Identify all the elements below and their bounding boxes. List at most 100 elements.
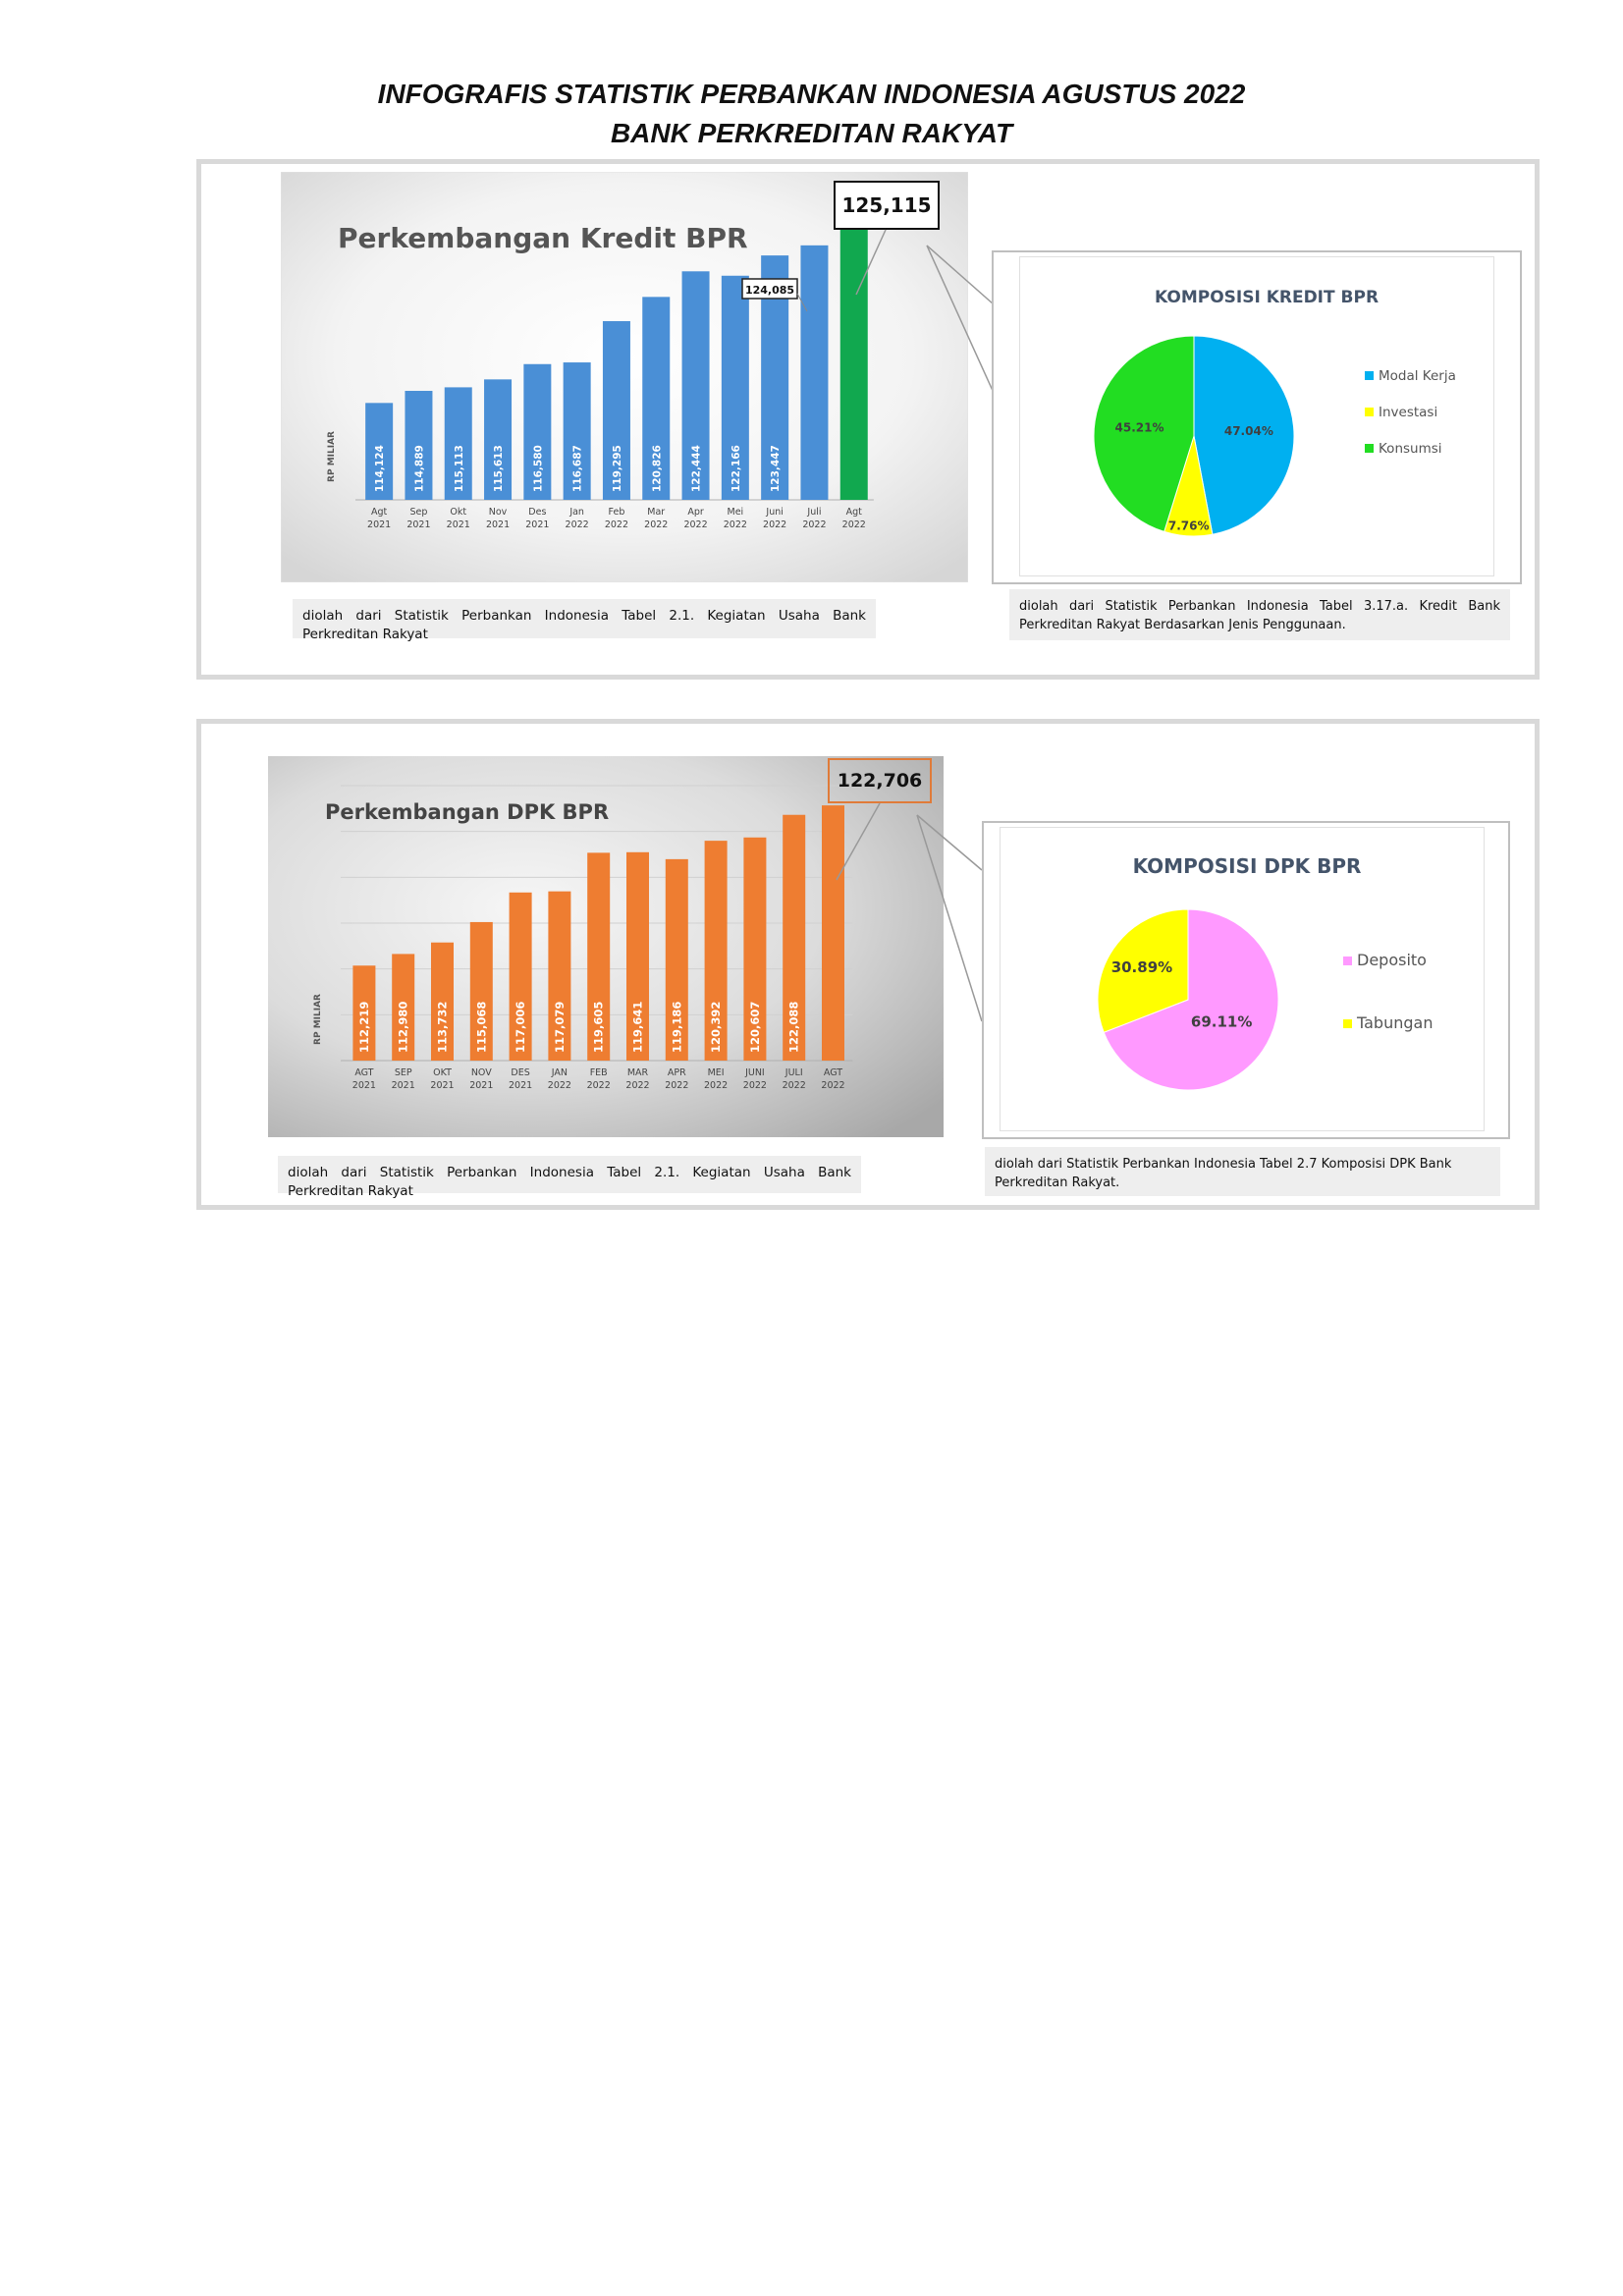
dpk-x-tick-label: 2021: [430, 1080, 454, 1091]
kredit-callout-prev: 124,085: [745, 284, 794, 297]
kredit-callout-prev-line: [796, 293, 808, 312]
kredit-x-tick-label: Des: [528, 507, 546, 518]
dpk-x-tick-label: 2022: [587, 1080, 611, 1091]
kredit-bar: [523, 363, 552, 500]
dpk-pie-inner-frame: [1000, 827, 1485, 1131]
kredit-bar-value-label: 116,580: [532, 445, 544, 492]
dpk-chart-title: Perkembangan DPK BPR: [325, 800, 609, 824]
dpk-bar-value-label: 113,732: [436, 1002, 450, 1053]
kredit-bar: [484, 379, 513, 500]
kredit-pie-slice: [1093, 335, 1195, 533]
kredit-x-tick-label: 2021: [367, 519, 391, 530]
kredit-bar: [365, 403, 394, 500]
dpk-legend-label: Deposito: [1357, 951, 1427, 969]
kredit-bar-value-label: 119,295: [612, 445, 623, 492]
dpk-pie-title: KOMPOSISI DPK BPR: [1133, 854, 1362, 878]
dpk-legend-swatch: [1343, 957, 1352, 965]
dpk-bar-chart: Perkembangan DPK BPR RP MILIAR 112,219 AG…: [268, 756, 944, 1137]
dpk-x-tick-label: JAN: [551, 1067, 568, 1078]
dpk-bar-value-label: 119,605: [592, 1002, 606, 1053]
dpk-x-tick-label: AGT: [354, 1067, 373, 1078]
kredit-bar-value-label: 123,447: [770, 445, 782, 492]
dpk-bar-value-label: 119,641: [631, 1002, 645, 1053]
kredit-bar-value-label: 120,826: [651, 445, 663, 492]
dpk-x-tick-label: 2022: [783, 1080, 806, 1091]
kredit-x-tick-label: Juni: [765, 507, 783, 518]
kredit-x-tick-label: Mei: [728, 507, 744, 518]
kredit-x-tick-label: Nov: [489, 507, 508, 518]
dpk-pie-slice: [1103, 908, 1279, 1091]
kredit-x-tick-label: 2022: [763, 519, 786, 530]
dpk-bar-value-label: 117,006: [514, 1002, 527, 1053]
kredit-callout-prev-box: [741, 278, 798, 300]
dpk-x-tick-label: MAR: [627, 1067, 649, 1078]
kredit-legend-label: Investasi: [1379, 405, 1437, 420]
dpk-legend-swatch: [1343, 1019, 1352, 1028]
kredit-x-tick-label: Apr: [687, 507, 704, 518]
kredit-legend-swatch: [1365, 408, 1374, 416]
dpk-bar-value-label: 112,980: [397, 1002, 410, 1053]
dpk-x-tick-label: SEP: [395, 1067, 412, 1078]
dpk-bar-value-label: 122,088: [787, 1002, 801, 1053]
kredit-x-tick-label: Juli: [806, 507, 821, 518]
dpk-x-tick-label: 2022: [625, 1080, 649, 1091]
dpk-bar: [587, 852, 611, 1061]
kredit-legend-label: Konsumsi: [1379, 441, 1442, 457]
kredit-pie-source-note: diolah dari Statistik Perbankan Indonesi…: [1009, 589, 1510, 640]
kredit-x-tick-label: Agt: [371, 507, 388, 518]
kredit-x-tick-label: 2022: [724, 519, 747, 530]
dpk-pie-chart: KOMPOSISI DPK BPR 69.11% 30.89% Deposito T…: [1097, 854, 1433, 1091]
kredit-bar-value-label: 114,889: [413, 445, 425, 492]
dpk-x-tick-label: 2022: [665, 1080, 688, 1091]
kredit-bar-value-label: 122,166: [730, 445, 742, 492]
kredit-x-tick-label: 2021: [486, 519, 510, 530]
kredit-pie-slice: [1193, 335, 1295, 535]
dpk-x-tick-label: FEB: [590, 1067, 608, 1078]
kredit-x-tick-label: 2022: [566, 519, 589, 530]
kredit-x-tick-label: 2021: [525, 519, 549, 530]
kredit-legend-label: Modal Kerja: [1379, 368, 1456, 384]
dpk-bar: [822, 805, 844, 1061]
dpk-source-note: diolah dari Statistik Perbankan Indonesi…: [278, 1156, 861, 1199]
kredit-pie-slice-label: 45.21%: [1115, 421, 1164, 435]
kredit-pie-title: KOMPOSISI KREDIT BPR: [1155, 288, 1379, 307]
kredit-x-tick-label: Mar: [647, 507, 665, 518]
dpk-x-tick-label: OKT: [433, 1067, 452, 1078]
kredit-x-tick-label: 2022: [842, 519, 866, 530]
kredit-bar-value-label: 115,113: [454, 445, 465, 492]
dpk-bar: [509, 892, 532, 1061]
dpk-bar: [783, 814, 806, 1061]
page-title: INFOGRAFIS STATISTIK PERBANKAN INDONESIA…: [377, 79, 1246, 109]
dpk-bar: [548, 891, 571, 1061]
dpk-x-tick-label: 2021: [392, 1080, 415, 1091]
page-subtitle: BANK PERKREDITAN RAKYAT: [610, 118, 1013, 148]
kredit-bar: [642, 297, 671, 500]
kredit-x-tick-label: Jan: [568, 507, 584, 518]
dpk-bar: [469, 921, 493, 1061]
dpk-bar: [431, 942, 454, 1061]
kredit-x-tick-label: 2022: [683, 519, 707, 530]
kredit-x-tick-label: 2021: [447, 519, 470, 530]
kredit-source-note: diolah dari Statistik Perbankan Indonesi…: [293, 599, 876, 642]
dpk-x-tick-label: JUNI: [744, 1067, 765, 1078]
dpk-y-axis-label: RP MILIAR: [313, 994, 323, 1045]
kredit-bar: [721, 275, 749, 500]
dpk-bar: [352, 965, 376, 1061]
kredit-x-tick-label: 2021: [406, 519, 430, 530]
kredit-bar: [405, 391, 433, 500]
dpk-connector-lines: [836, 802, 983, 1022]
kredit-x-tick-label: Agt: [846, 507, 863, 518]
dpk-pie-source-note: diolah dari Statistik Perbankan Indonesi…: [985, 1147, 1500, 1196]
dpk-pie-slice-label: 30.89%: [1111, 958, 1172, 976]
dpk-pie-slice-label: 69.11%: [1191, 1012, 1252, 1030]
kredit-callout-latest-box: 125,115: [834, 181, 940, 230]
kredit-pie-slice-label: 47.04%: [1224, 424, 1273, 438]
dpk-x-tick-label: 2022: [821, 1080, 844, 1091]
dpk-bar-value-label: 119,186: [670, 1002, 683, 1053]
dpk-x-tick-label: 2022: [743, 1080, 767, 1091]
dpk-x-tick-label: DES: [511, 1067, 529, 1078]
kredit-bar: [602, 321, 630, 500]
dpk-bar-value-label: 117,079: [553, 1002, 567, 1053]
kredit-y-axis-label: RP MILIAR: [327, 431, 337, 482]
kredit-legend-swatch: [1365, 444, 1374, 453]
